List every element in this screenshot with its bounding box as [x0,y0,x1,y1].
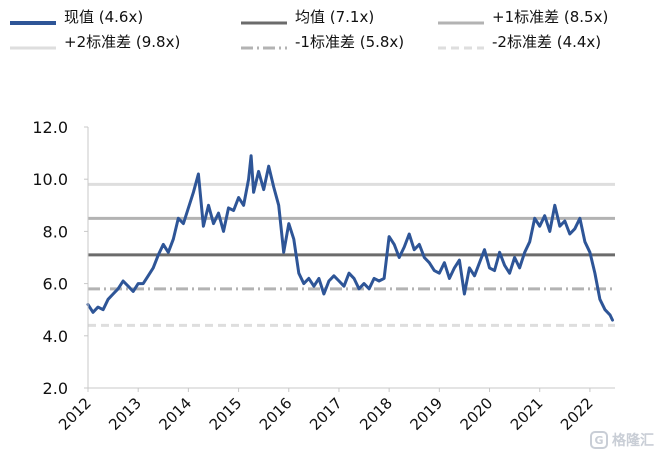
legend-item-plus1: +1标准差 (8.5x) [438,6,608,26]
axes: 2.0 4.0 6.0 8.0 10.0 12.0 2012 2013 2014 2015 2016… [32,118,615,434]
x-tick-label: 2015 [206,394,246,434]
x-tick-label: 2019 [406,394,446,434]
legend-swatch-current [10,12,56,25]
series-layer [86,154,614,322]
x-tick-label: 2013 [105,394,145,434]
legend-swatch-mean [241,12,287,25]
y-tick-label: 4.0 [43,327,68,346]
legend-swatch-minus1 [241,37,287,50]
legend-swatch-plus2 [10,37,56,50]
y-tick-label: 10.0 [32,170,68,189]
legend-label-mean: 均值 (7.1x) [295,7,375,26]
watermark: G 格隆汇 [590,430,654,450]
x-tick-label: 2020 [457,394,497,434]
x-tick-label: 2014 [155,394,195,434]
watermark-logo-icon: G [590,431,608,449]
y-tick-label: 6.0 [43,275,68,294]
legend-label-minus2: -2标准差 (4.4x) [492,32,602,51]
x-tick-label: 2016 [256,394,296,434]
series-line-current [86,154,614,322]
legend-label-minus1: -1标准差 (5.8x) [295,32,405,51]
legend-swatch-minus2 [438,37,484,50]
y-tick-label: 8.0 [43,222,68,241]
y-tick-label: 2.0 [43,379,68,398]
x-tick-label: 2021 [507,394,547,434]
legend-label-current: 现值 (4.6x) [64,7,144,26]
legend-item-plus2: +2标准差 (9.8x) [10,31,180,51]
x-tick-label: 2012 [55,394,95,434]
reference-lines [88,182,615,327]
watermark-text: 格隆汇 [612,433,654,449]
x-tick-label: 2017 [306,394,346,434]
legend-item-mean: 均值 (7.1x) [241,6,374,26]
legend-label-plus2: +2标准差 (9.8x) [64,32,181,51]
legend-item-current: 现值 (4.6x) [10,6,143,26]
legend-swatch-plus1 [438,12,484,25]
legend-item-minus1: -1标准差 (5.8x) [241,31,404,51]
x-tick-label: 2018 [356,394,396,434]
x-tick-label: 2022 [557,394,597,434]
y-tick-label: 12.0 [32,118,68,137]
legend-item-minus2: -2标准差 (4.4x) [438,31,601,51]
legend-label-plus1: +1标准差 (8.5x) [492,7,609,26]
